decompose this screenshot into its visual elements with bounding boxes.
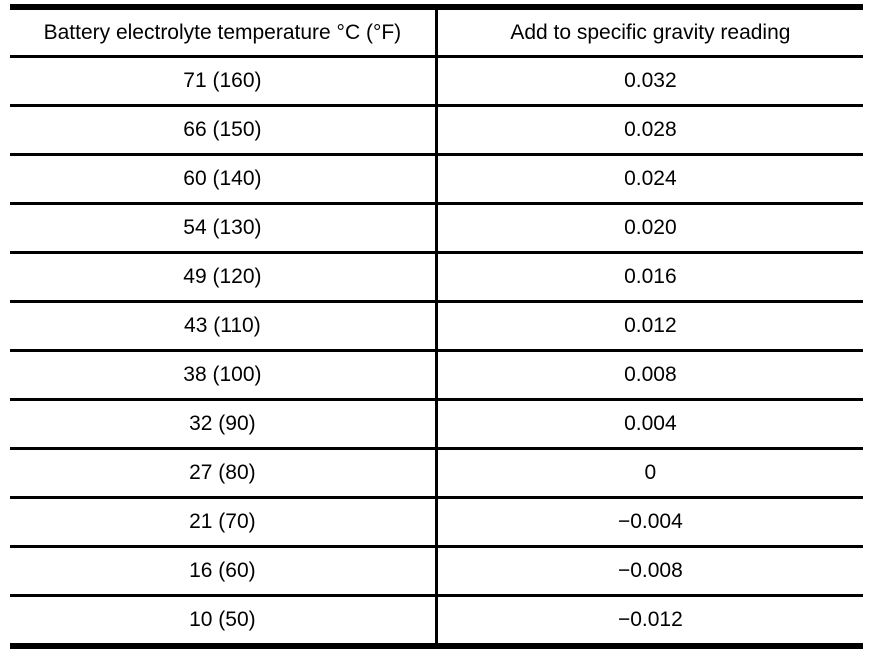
temperature-cell: 10 (50) [10,595,438,648]
temperature-cell: 49 (120) [10,252,438,303]
gravity-cell: 0.032 [436,56,863,107]
table-row: 66 (150) 0.028 [10,105,863,156]
table-header: Battery electrolyte temperature °C (°F) … [10,7,863,58]
gravity-cell: 0.008 [436,350,863,401]
temperature-cell: 32 (90) [10,399,438,450]
table-row: 71 (160) 0.032 [10,56,863,107]
temperature-cell: 66 (150) [10,105,438,156]
table-row: 38 (100) 0.008 [10,350,863,401]
table-row: 60 (140) 0.024 [10,154,863,205]
table-row: 21 (70) −0.004 [10,497,863,548]
temperature-cell: 21 (70) [10,497,438,548]
table-row: 32 (90) 0.004 [10,399,863,450]
gravity-cell: 0.024 [436,154,863,205]
gravity-cell: −0.008 [436,546,863,597]
gravity-cell: 0.012 [436,301,863,352]
gravity-cell: 0.016 [436,252,863,303]
gravity-cell: 0.020 [436,203,863,254]
temperature-cell: 38 (100) [10,350,438,401]
table-row: 10 (50) −0.012 [10,595,863,648]
temperature-cell: 54 (130) [10,203,438,254]
table-row: 16 (60) −0.008 [10,546,863,597]
gravity-cell: 0 [436,448,863,499]
temperature-cell: 43 (110) [10,301,438,352]
table-row: 27 (80) 0 [10,448,863,499]
temperature-cell: 71 (160) [10,56,438,107]
temperature-cell: 16 (60) [10,546,438,597]
header-row: Battery electrolyte temperature °C (°F) … [10,7,863,58]
table-row: 49 (120) 0.016 [10,252,863,303]
gravity-cell: 0.028 [436,105,863,156]
column-header-gravity: Add to specific gravity reading [436,7,863,58]
gravity-cell: −0.004 [436,497,863,548]
gravity-cell: −0.012 [436,595,863,648]
electrolyte-temperature-correction-table: Battery electrolyte temperature °C (°F) … [10,4,863,649]
table-body: 71 (160) 0.032 66 (150) 0.028 60 (140) 0… [10,56,863,648]
temperature-cell: 27 (80) [10,448,438,499]
temperature-cell: 60 (140) [10,154,438,205]
column-header-temperature: Battery electrolyte temperature °C (°F) [10,7,438,58]
table-row: 54 (130) 0.020 [10,203,863,254]
gravity-cell: 0.004 [436,399,863,450]
table-row: 43 (110) 0.012 [10,301,863,352]
